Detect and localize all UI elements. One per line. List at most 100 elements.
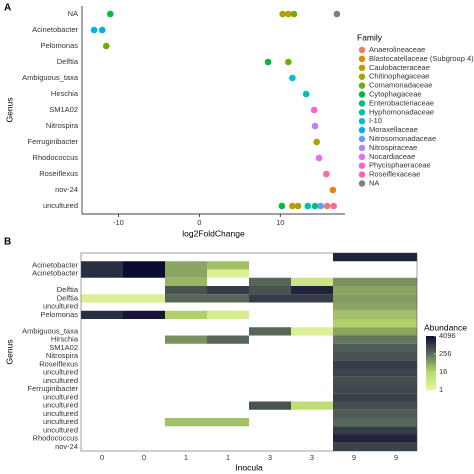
point xyxy=(317,202,325,210)
heat-cell xyxy=(333,385,375,394)
legend-label: Nitrosomonadaceae xyxy=(369,134,436,143)
colorbar-tick-label: 16 xyxy=(439,367,447,376)
heat-cell xyxy=(375,335,417,344)
heat-cell xyxy=(81,269,123,278)
colorbar-segment xyxy=(426,353,436,356)
heat-cell xyxy=(249,294,291,303)
colorbar-segment xyxy=(426,379,436,381)
colorbar-tick-label: 256 xyxy=(439,349,452,358)
colorbar-segment xyxy=(426,383,436,385)
colorbar-segment xyxy=(426,348,436,350)
y-tick-label: Pelomonas xyxy=(40,41,78,50)
y-tick-label: Acinetobacter xyxy=(32,25,78,34)
colorbar-segment xyxy=(426,368,436,371)
point xyxy=(279,10,286,18)
colorbar-segment xyxy=(426,337,436,339)
colorbar-segment xyxy=(426,372,436,375)
colorbar-segment xyxy=(426,369,436,372)
heat-cell xyxy=(333,442,375,451)
heat-cell xyxy=(375,434,417,443)
x-tick-label: 1 xyxy=(226,453,230,462)
legend-label: Nitrospiraceae xyxy=(369,143,417,152)
legend-swatch xyxy=(358,153,366,160)
heat-cell xyxy=(375,319,417,328)
colorbar-segment xyxy=(426,357,436,360)
y-tick-label: Nitrospira xyxy=(46,121,79,130)
colorbar-segment xyxy=(426,367,436,369)
heat-cell xyxy=(123,261,165,270)
heat-cell xyxy=(165,286,207,295)
legend-label: Caulobacteraceae xyxy=(369,63,430,72)
colorbar-segment xyxy=(426,346,436,349)
heat-cell xyxy=(333,376,375,385)
legend-title: Family xyxy=(357,32,383,42)
legend-label: I-10 xyxy=(369,116,382,125)
heat-cell xyxy=(333,294,375,303)
panel-label: A xyxy=(4,3,11,14)
heat-cell xyxy=(291,327,333,336)
heat-cell xyxy=(81,294,123,303)
colorbar-segment xyxy=(426,354,436,357)
heat-cell xyxy=(375,418,417,427)
point xyxy=(285,10,292,18)
x-tick-label: 3 xyxy=(268,453,272,462)
legend-swatch xyxy=(358,100,366,107)
colorbar-segment xyxy=(426,344,436,346)
point xyxy=(107,10,114,18)
colorbar-segment xyxy=(426,360,436,362)
y-tick-label: SM1A02 xyxy=(49,343,78,352)
colorbar-segment xyxy=(426,377,436,380)
heat-cell xyxy=(375,426,417,435)
heat-cell xyxy=(375,310,417,319)
heat-cell xyxy=(291,401,333,410)
legend-swatch xyxy=(358,55,366,63)
y-tick-label: Rhodococcus xyxy=(33,153,79,162)
heat-cell xyxy=(333,368,375,377)
legend-label: Enterobacteriaceae xyxy=(369,98,434,107)
heat-cell xyxy=(249,286,291,295)
legend-label: Moraxellaceae xyxy=(369,125,418,134)
colorbar-segment xyxy=(426,356,436,358)
legend-label: Cytophagaceae xyxy=(369,89,422,98)
point xyxy=(289,74,296,82)
heat-cell xyxy=(333,434,375,443)
heat-cell xyxy=(165,310,207,319)
legend-swatch xyxy=(358,135,366,143)
y-tick-label: Roseiflexus xyxy=(39,169,78,178)
legend-title: Abundance xyxy=(424,322,467,332)
y-tick-label: Nitrospira xyxy=(46,351,79,360)
x-tick-label: 10 xyxy=(276,218,284,227)
y-tick-label: uncultured xyxy=(43,401,78,410)
colorbar-segment xyxy=(426,387,436,389)
heat-cell xyxy=(165,277,207,286)
heat-cell xyxy=(291,286,333,295)
heat-cell xyxy=(81,310,123,319)
y-tick-label: SM1A02 xyxy=(49,105,78,114)
legend-swatch xyxy=(358,73,366,80)
y-tick-label: Roseiflexus xyxy=(39,359,78,368)
y-tick-label: Hirschia xyxy=(51,335,79,344)
heat-cell xyxy=(207,335,249,344)
heat-cell xyxy=(165,269,207,278)
legend-swatch xyxy=(358,82,366,89)
heat-cell xyxy=(375,286,417,295)
y-tick-label: Delftia xyxy=(57,285,79,294)
y-tick-label: uncultured xyxy=(43,409,78,418)
legend-swatch xyxy=(358,171,366,178)
point xyxy=(264,58,272,66)
y-tick-label: uncultured xyxy=(43,201,78,210)
y-tick-label: uncultured xyxy=(43,417,78,426)
legend-label: Chitinophagaceae xyxy=(369,72,429,81)
heat-cell xyxy=(333,302,375,311)
y-tick-label: nov-24 xyxy=(55,185,78,194)
legend-label: Anaerolineaceae xyxy=(369,45,425,54)
heat-cell xyxy=(123,310,165,319)
point xyxy=(302,90,310,98)
colorbar-segment xyxy=(426,376,436,379)
point xyxy=(98,26,106,34)
point xyxy=(304,202,312,210)
heat-cell xyxy=(123,294,165,303)
point xyxy=(313,138,320,146)
heat-cell xyxy=(333,360,375,369)
